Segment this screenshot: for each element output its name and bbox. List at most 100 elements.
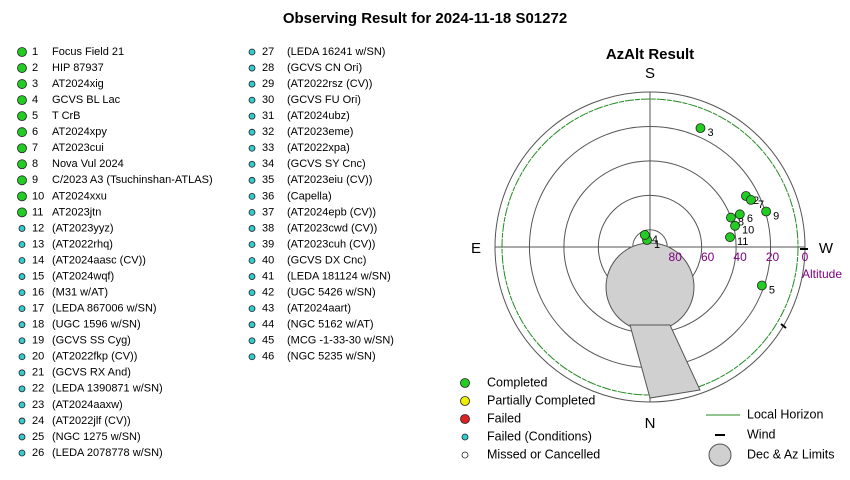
target-name: (AT2022rhq)	[52, 238, 113, 250]
target-name: (AT2024aaxw)	[52, 399, 123, 411]
point-label: 4	[652, 234, 658, 246]
direction-label: S	[645, 65, 655, 82]
status-dot	[18, 225, 26, 232]
target-name: (NGC 5162 w/AT)	[287, 319, 374, 331]
status-dot	[248, 128, 256, 136]
target-number: 13	[32, 238, 44, 250]
legend-label: Failed	[487, 411, 521, 425]
legend-label: Completed	[487, 375, 547, 389]
legend-label: Missed or Cancelled	[487, 447, 600, 461]
target-name: T CrB	[52, 110, 81, 122]
target-name: (LEDA 181124 w/SN)	[287, 270, 391, 282]
target-point	[695, 123, 706, 134]
point-label: 11	[737, 236, 748, 248]
target-name: AT2024xpy	[52, 126, 107, 138]
target-name: (LEDA 16241 w/SN)	[287, 46, 385, 58]
target-number: 11	[32, 206, 43, 218]
target-number: 16	[32, 287, 44, 299]
target-name: (M31 w/AT)	[52, 287, 108, 299]
status-dot	[18, 385, 26, 393]
target-name: (AT2023eme)	[287, 126, 353, 138]
status-dot	[18, 305, 26, 313]
status-dot	[17, 63, 27, 73]
legend-label: Partially Completed	[487, 393, 595, 407]
target-number: 15	[32, 270, 44, 282]
target-name: (UGC 5426 w/SN)	[287, 287, 376, 299]
status-dot	[248, 305, 256, 313]
target-number: 10	[32, 190, 44, 202]
direction-label: N	[645, 415, 656, 432]
status-dot	[18, 369, 26, 377]
target-number: 6	[32, 126, 38, 138]
target-number: 1	[32, 46, 38, 58]
target-name: AT2024xig	[52, 78, 104, 90]
altitude-tick-label: 20	[766, 250, 780, 264]
direction-label: E	[471, 240, 481, 257]
target-number: 29	[262, 78, 274, 90]
target-number: 37	[262, 206, 274, 218]
target-name: (AT2022xpa)	[287, 142, 350, 154]
status-dot	[248, 257, 256, 264]
altitude-tick-label: 40	[733, 250, 747, 264]
target-point	[734, 209, 745, 220]
status-dot	[18, 273, 26, 280]
target-number: 12	[32, 222, 44, 234]
target-name: (AT2022jlf (CV))	[52, 415, 131, 427]
status-dot	[18, 417, 26, 425]
target-number: 22	[32, 383, 44, 395]
target-name: GCVS BL Lac	[52, 94, 121, 106]
target-point	[761, 206, 772, 217]
status-dot	[248, 337, 256, 345]
target-number: 9	[32, 174, 38, 186]
target-number: 4	[32, 94, 38, 106]
point-label: 7	[758, 199, 764, 211]
status-dot	[17, 175, 27, 186]
target-name: (Capella)	[287, 190, 332, 202]
target-point	[726, 212, 736, 223]
target-number: 41	[262, 270, 274, 282]
target-name: AT2023cui	[52, 142, 104, 154]
status-dot	[18, 241, 26, 248]
target-point	[730, 220, 740, 231]
target-number: 42	[262, 287, 274, 299]
target-number: 19	[32, 335, 44, 347]
status-dot	[17, 47, 27, 57]
point-label: 6	[747, 213, 753, 225]
target-name: AT2023jtn	[52, 206, 101, 218]
status-dot	[248, 64, 256, 72]
point-label: 1	[654, 239, 660, 251]
target-name: Focus Field 21	[52, 46, 124, 58]
target-number: 44	[262, 319, 274, 331]
target-name: (NGC 5235 w/SN)	[287, 351, 376, 363]
target-name: (GCVS SY Cnc)	[287, 158, 366, 170]
legend: Completed Partially Completed Failed Failed…	[460, 375, 835, 467]
status-dot	[17, 127, 27, 138]
altitude-tick-label: 0	[802, 250, 809, 264]
target-number: 43	[262, 303, 274, 315]
status-dot	[248, 353, 256, 361]
polar-chart: AzAlt Result S E W N Altitude 80 60 40 20 0 1…	[471, 46, 842, 432]
chart-title: AzAlt Result	[606, 46, 694, 63]
altitude-tick-label: 80	[669, 250, 683, 264]
target-name: (GCVS FU Ori)	[287, 94, 361, 106]
legend-swatch	[460, 378, 470, 388]
status-dot	[18, 289, 26, 297]
status-dot	[248, 192, 256, 200]
status-dot	[18, 257, 26, 264]
target-number: 45	[262, 335, 274, 347]
legend-label: Wind	[747, 427, 776, 441]
direction-label: W	[819, 240, 834, 257]
legend-label: Dec & Az Limits	[747, 447, 835, 461]
target-number: 35	[262, 174, 274, 186]
target-number: 25	[32, 431, 44, 443]
limit-wedge	[629, 324, 701, 399]
target-number: 34	[262, 158, 274, 170]
target-number: 17	[32, 303, 44, 315]
target-name: (UGC 1596 w/SN)	[52, 319, 141, 331]
target-number: 23	[32, 399, 44, 411]
target-number: 7	[32, 142, 38, 154]
legend-label: Local Horizon	[747, 407, 823, 421]
target-name: (AT2024aasc (CV))	[52, 254, 146, 266]
